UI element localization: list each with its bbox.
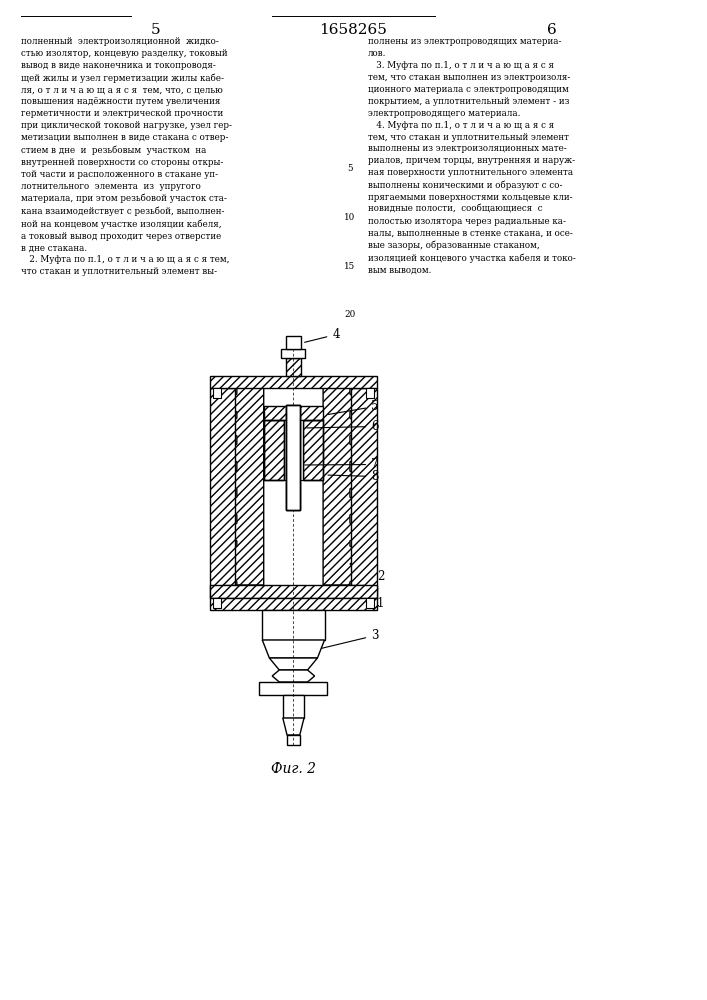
- Bar: [259, 682, 327, 695]
- Bar: [281, 349, 305, 358]
- Polygon shape: [269, 658, 317, 670]
- Polygon shape: [264, 420, 284, 480]
- Text: 7: 7: [305, 458, 379, 471]
- Bar: [262, 610, 325, 640]
- Bar: [286, 405, 301, 510]
- Bar: [366, 388, 374, 398]
- Polygon shape: [272, 670, 315, 682]
- Polygon shape: [210, 388, 235, 598]
- Text: 3: 3: [322, 629, 379, 648]
- Bar: [286, 358, 301, 376]
- Polygon shape: [323, 388, 363, 585]
- Text: 5: 5: [151, 23, 160, 37]
- Bar: [210, 598, 377, 610]
- Text: 1658265: 1658265: [320, 23, 387, 37]
- Polygon shape: [262, 640, 325, 658]
- Bar: [286, 405, 300, 510]
- Text: 20: 20: [344, 310, 356, 319]
- Text: 1: 1: [377, 597, 384, 610]
- Bar: [287, 735, 300, 745]
- Text: 6: 6: [307, 420, 379, 433]
- Polygon shape: [351, 388, 377, 598]
- Bar: [264, 406, 323, 420]
- Text: Фиг. 2: Фиг. 2: [271, 762, 316, 776]
- Text: 8: 8: [328, 470, 378, 483]
- Polygon shape: [224, 388, 264, 585]
- Text: 4: 4: [305, 328, 340, 342]
- Text: 2: 2: [377, 570, 384, 590]
- Bar: [283, 695, 304, 718]
- Bar: [213, 388, 221, 398]
- Bar: [210, 585, 377, 598]
- Polygon shape: [303, 420, 323, 480]
- Text: 15: 15: [344, 262, 356, 271]
- Bar: [286, 405, 300, 510]
- Polygon shape: [283, 718, 304, 735]
- Text: 5: 5: [347, 164, 353, 173]
- Bar: [235, 388, 351, 585]
- Bar: [286, 405, 300, 510]
- Text: 10: 10: [344, 213, 356, 222]
- Bar: [286, 336, 301, 349]
- Bar: [210, 376, 377, 388]
- Bar: [366, 598, 374, 608]
- Text: полненный  электроизоляционной  жидко-
стью изолятор, концевую разделку, токовый: полненный электроизоляционной жидко- сть…: [21, 37, 232, 276]
- Bar: [284, 420, 303, 480]
- Text: 5: 5: [328, 400, 379, 415]
- Text: полнены из электропроводящих материа-
лов.
   3. Муфта по п.1, о т л и ч а ю щ а: полнены из электропроводящих материа- ло…: [368, 37, 575, 275]
- Text: 6: 6: [547, 23, 556, 37]
- Bar: [213, 598, 221, 608]
